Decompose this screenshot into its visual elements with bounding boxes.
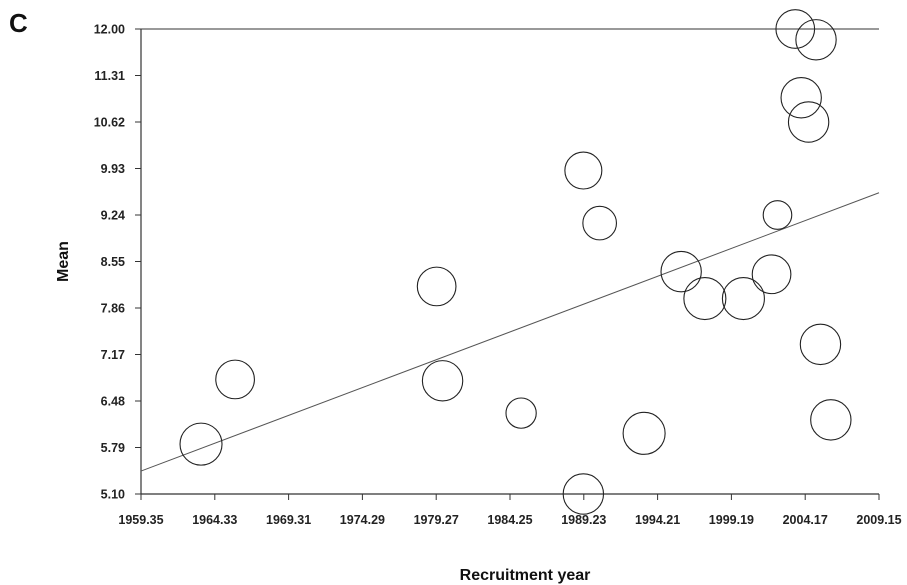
data-point <box>622 411 666 455</box>
data-point <box>505 397 537 429</box>
data-point <box>780 77 822 119</box>
x-tick-label: 1969.31 <box>266 513 311 527</box>
data-point <box>582 205 618 241</box>
x-tick-label: 1999.19 <box>709 513 754 527</box>
y-tick-label: 9.93 <box>101 162 125 176</box>
data-point <box>215 359 255 400</box>
x-tick-label: 1994.21 <box>635 513 680 527</box>
x-axis-title: Recruitment year <box>460 567 591 584</box>
data-point <box>660 250 702 293</box>
y-tick-label: 8.55 <box>101 255 125 269</box>
data-point <box>721 277 765 321</box>
data-point <box>751 254 792 295</box>
x-tick-label: 1989.23 <box>561 513 606 527</box>
x-tick-label: 1984.25 <box>487 513 532 527</box>
x-tick-label: 1959.35 <box>118 513 163 527</box>
y-tick-label: 9.24 <box>101 209 125 223</box>
x-tick-label: 2009.15 <box>856 513 901 527</box>
y-axis-title: Mean <box>55 241 72 282</box>
data-point <box>787 101 830 143</box>
data-point <box>799 323 842 366</box>
data-point <box>416 266 457 307</box>
data-point <box>795 19 837 61</box>
y-tick-label: 11.31 <box>94 69 125 83</box>
trend-line <box>140 192 880 472</box>
data-point <box>683 277 727 321</box>
y-tick-label: 7.86 <box>101 302 125 316</box>
y-tick-label: 5.10 <box>101 488 125 502</box>
data-point <box>562 473 605 515</box>
data-point <box>810 399 852 441</box>
data-point <box>421 360 464 402</box>
data-point <box>179 422 223 466</box>
x-tick-label: 1964.33 <box>192 513 237 527</box>
y-tick-label: 5.79 <box>101 441 125 455</box>
y-tick-label: 12.00 <box>94 23 125 37</box>
y-tick-label: 7.17 <box>101 348 125 362</box>
data-point <box>762 200 793 230</box>
data-point <box>564 151 603 190</box>
x-tick-label: 1974.29 <box>340 513 385 527</box>
data-point <box>775 9 816 49</box>
x-tick-label: 1979.27 <box>414 513 459 527</box>
y-tick-label: 6.48 <box>101 395 125 409</box>
panel-label: C <box>9 8 28 38</box>
y-tick-label: 10.62 <box>94 116 125 130</box>
x-tick-label: 2004.17 <box>783 513 828 527</box>
